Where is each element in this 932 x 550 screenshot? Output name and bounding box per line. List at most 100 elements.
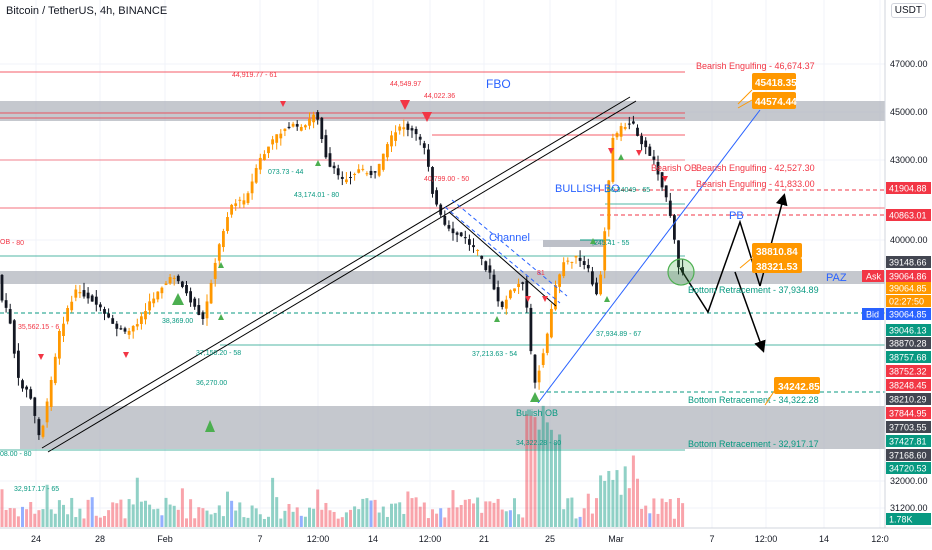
- time-axis[interactable]: 24 28 Feb 7 12:00 14 12:00 21 25 Mar 7 12:00 14 12:0: [31, 534, 889, 544]
- demand-zone: [20, 406, 885, 449]
- x-tick-label: 12:00: [307, 534, 330, 544]
- svg-text:OB: OB: [0, 239, 10, 246]
- price-tag: 38752.32: [886, 365, 931, 377]
- volume-bar: [574, 518, 578, 527]
- volume-bar: [115, 503, 119, 527]
- price-tag: 38248.45: [886, 379, 931, 391]
- candle: [0, 274, 4, 303]
- volume-bar: [4, 509, 8, 527]
- volume-bar: [205, 510, 209, 527]
- candle: [463, 230, 467, 244]
- candle: [74, 284, 78, 302]
- volume-bar: [139, 501, 143, 527]
- volume-bar: [570, 497, 574, 527]
- candle: [291, 121, 295, 128]
- volume-bar: [340, 517, 344, 527]
- volume-bar: [357, 509, 361, 527]
- candle: [336, 164, 340, 180]
- volume-bar: [16, 516, 20, 527]
- volume-bar: [320, 509, 324, 527]
- volume-bar: [197, 507, 201, 527]
- volume-bar: [422, 502, 426, 527]
- candle: [365, 171, 369, 177]
- volume-bar: [418, 506, 422, 527]
- volume-bar: [275, 497, 279, 527]
- volume-bar: [652, 498, 656, 527]
- price-tags: 41904.8840863.0139148.6639064.86Ask39064…: [862, 182, 931, 525]
- candle: [640, 132, 643, 151]
- svg-text:1.78K: 1.78K: [889, 515, 913, 525]
- candle: [632, 115, 635, 125]
- volume-bar: [226, 491, 229, 527]
- volume-bar: [480, 512, 484, 527]
- candle: [582, 256, 586, 270]
- candle: [472, 238, 475, 253]
- volume-bar: [12, 508, 16, 527]
- candle: [660, 172, 664, 192]
- svg-text:37,213.63 - 54: 37,213.63 - 54: [472, 351, 517, 358]
- candle: [357, 164, 361, 174]
- candle: [213, 258, 217, 287]
- volume-bar: [545, 422, 549, 527]
- candle: [140, 312, 143, 330]
- candle: [595, 277, 598, 296]
- volume-bar: [656, 513, 660, 527]
- svg-text:35,562.15 - 6: 35,562.15 - 6: [18, 324, 59, 331]
- svg-text:44,549.97: 44,549.97: [390, 81, 421, 88]
- volume-bar: [127, 499, 131, 527]
- candle: [217, 242, 221, 269]
- volume-bar: [53, 513, 57, 527]
- candle: [447, 220, 451, 232]
- candle: [636, 124, 639, 137]
- volume-bars: [0, 405, 685, 527]
- volume-bar: [45, 484, 49, 527]
- channel-label: Channel: [489, 232, 530, 244]
- volume-bar: [611, 479, 615, 527]
- candle: [127, 327, 131, 340]
- volume-bar: [431, 509, 434, 527]
- volume-bar: [484, 501, 488, 527]
- candle: [62, 316, 65, 342]
- volume-bar: [303, 516, 307, 527]
- svg-text:38870.28: 38870.28: [889, 339, 927, 349]
- volume-bar: [672, 518, 676, 527]
- price-tag: 37703.55: [886, 421, 931, 433]
- candle: [427, 144, 430, 172]
- bottom-retracement-3: Bottom Retracement - 32,917.17: [688, 439, 819, 449]
- volume-bar: [201, 508, 205, 527]
- volume-bar: [33, 513, 37, 527]
- candle: [230, 203, 233, 218]
- candle: [611, 133, 615, 184]
- candle: [66, 305, 69, 325]
- svg-text:38210.29: 38210.29: [889, 395, 927, 405]
- x-tick-label: Mar: [608, 534, 624, 544]
- candle: [517, 278, 520, 295]
- volume-bar: [607, 470, 611, 527]
- currency-button[interactable]: USDT: [890, 3, 926, 18]
- volume-bar: [103, 515, 106, 527]
- volume-bar: [57, 500, 61, 527]
- candle: [12, 319, 16, 359]
- candle: [4, 293, 8, 313]
- price-axis[interactable]: 47000.00 45000.00 43000.00 40000.00 32000.00…: [890, 59, 928, 513]
- candle: [115, 320, 119, 337]
- volume-bar: [549, 429, 553, 527]
- bullish-ob-label: Bullish OB: [516, 408, 558, 418]
- svg-text:Ask: Ask: [866, 272, 882, 282]
- volume-bar: [324, 502, 328, 527]
- candle: [476, 249, 479, 256]
- svg-text:41904.88: 41904.88: [889, 184, 927, 194]
- svg-text:39064.85: 39064.85: [889, 284, 927, 294]
- x-tick-label: 14: [368, 534, 378, 544]
- svg-text:,50,34049 - 65: ,50,34049 - 65: [605, 187, 650, 194]
- price-tag: 02:27:50: [886, 295, 931, 307]
- candle: [119, 325, 123, 331]
- volume-bar: [451, 490, 455, 527]
- volume-bar: [279, 518, 283, 527]
- volume-bar: [369, 500, 373, 527]
- volume-bar: [21, 506, 24, 527]
- volume-bar: [107, 510, 111, 527]
- x-tick-label: 7: [709, 534, 714, 544]
- volume-bar: [62, 504, 65, 527]
